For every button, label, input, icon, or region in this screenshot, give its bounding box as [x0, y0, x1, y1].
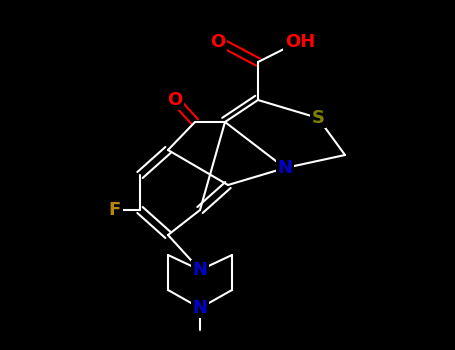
Text: O: O — [167, 91, 182, 109]
Text: S: S — [312, 109, 324, 127]
Text: N: N — [278, 159, 293, 177]
Text: N: N — [192, 299, 207, 317]
Text: O: O — [210, 33, 226, 51]
Text: N: N — [192, 261, 207, 279]
Text: F: F — [109, 201, 121, 219]
Text: OH: OH — [285, 33, 315, 51]
